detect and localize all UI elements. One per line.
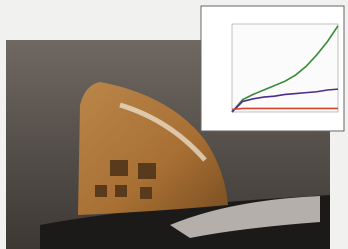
chart-inset [201, 6, 344, 131]
page: {"chart_data": {"type": "line", "x": [0,… [0, 0, 348, 249]
series-line [232, 108, 338, 109]
scene [0, 0, 348, 249]
plot-area [232, 24, 338, 112]
